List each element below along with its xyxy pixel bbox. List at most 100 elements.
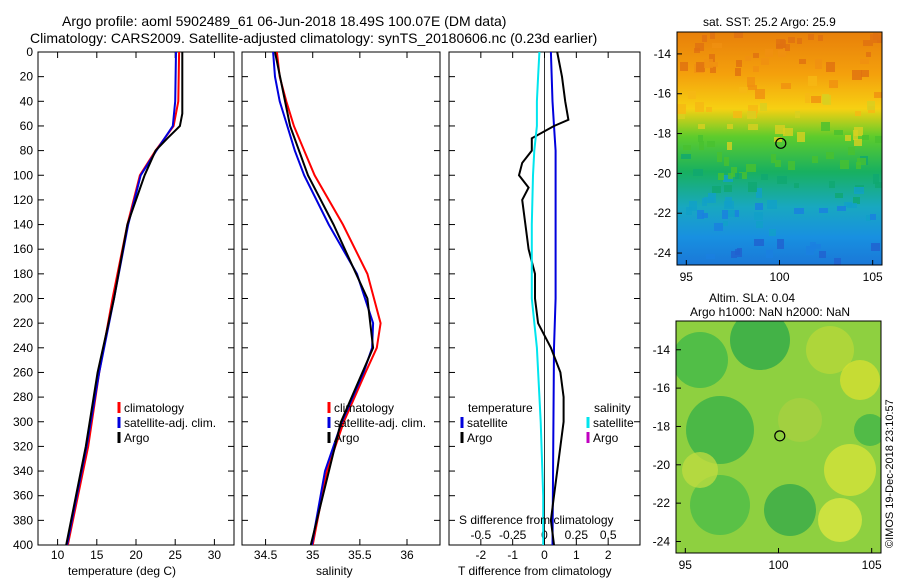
map-x-tick-label: 105 bbox=[862, 558, 882, 572]
sst-pixel bbox=[775, 160, 781, 167]
sst-pixel bbox=[736, 60, 742, 67]
sst-pixel bbox=[867, 101, 875, 110]
temperature-lines bbox=[65, 52, 184, 545]
sst-pixel bbox=[785, 44, 790, 51]
sst-pixel bbox=[853, 197, 860, 204]
sst-pixel bbox=[717, 152, 722, 162]
sst-pixel bbox=[754, 239, 764, 246]
map-x-tick-label: 100 bbox=[769, 270, 789, 284]
sst-pixel bbox=[753, 53, 759, 58]
series-line-t-satellite bbox=[549, 52, 557, 545]
sst-pixel bbox=[709, 54, 715, 62]
sst-pixel bbox=[856, 162, 861, 169]
depth-tick-label: 260 bbox=[13, 365, 33, 379]
map-x-tick-label: 100 bbox=[768, 558, 788, 572]
sst-pixel bbox=[734, 32, 743, 38]
series-line-s-satellite bbox=[530, 52, 545, 545]
sst-pixel bbox=[704, 59, 713, 68]
sst-pixel bbox=[755, 89, 765, 99]
sst-pixel bbox=[706, 107, 712, 112]
sst-pixel bbox=[709, 62, 718, 67]
temperature-x-ticks: 10 15 20 25 30 bbox=[51, 52, 221, 562]
sst-pixel bbox=[748, 124, 758, 130]
sst-pixel bbox=[866, 52, 871, 57]
legend-s-argo: Argo bbox=[593, 431, 619, 445]
sst-pixel bbox=[698, 124, 705, 129]
temperature-panel bbox=[37, 51, 235, 546]
sst-pixels bbox=[677, 32, 882, 265]
sst-pixel bbox=[863, 40, 873, 46]
sla-blob bbox=[824, 444, 876, 496]
difference-legend: temperature satellite Argo salinity sate… bbox=[460, 401, 634, 445]
sst-pixel bbox=[840, 160, 849, 169]
sst-pixel bbox=[728, 173, 733, 179]
sst-pixel bbox=[725, 197, 732, 207]
sst-pixel bbox=[826, 62, 835, 72]
sst-pixel bbox=[688, 91, 696, 99]
s-tick-label: 0.5 bbox=[600, 528, 617, 542]
sst-pixel bbox=[724, 157, 729, 166]
t-difference-x-label: T difference from climatology bbox=[458, 564, 612, 578]
series-line-satellite-adj-clim- bbox=[272, 52, 375, 545]
s-difference-x-label: S difference from climatology bbox=[459, 513, 614, 527]
depth-tick-label: 320 bbox=[13, 439, 33, 453]
sst-pixel bbox=[747, 77, 755, 87]
sst-pixel bbox=[761, 58, 769, 65]
s-tick-label: -0.5 bbox=[470, 528, 491, 542]
sst-pixel bbox=[870, 34, 878, 40]
map-y-tick-label: -16 bbox=[654, 87, 672, 101]
sla-blob bbox=[764, 484, 816, 536]
sst-pixel bbox=[712, 43, 722, 48]
sst-pixel bbox=[875, 136, 882, 143]
sst-pixel bbox=[766, 250, 773, 258]
x-tick-label: 25 bbox=[169, 548, 183, 562]
map-y-tick-label: -20 bbox=[653, 458, 671, 472]
sst-pixel bbox=[765, 49, 773, 57]
map-y-tick-label: -14 bbox=[654, 47, 672, 61]
series-line-climatology bbox=[275, 52, 382, 545]
sst-pixel bbox=[862, 135, 869, 140]
sst-pixel bbox=[718, 173, 724, 180]
sst-pixel bbox=[835, 193, 843, 198]
sst-pixel bbox=[724, 185, 732, 192]
legend-salinity-heading: salinity bbox=[594, 401, 631, 415]
sst-pixel bbox=[723, 221, 728, 226]
sst-pixel bbox=[853, 130, 858, 140]
sst-pixel bbox=[874, 92, 882, 98]
sla-blobs bbox=[676, 321, 881, 542]
sst-pixel bbox=[788, 37, 795, 43]
sst-pixel bbox=[776, 39, 785, 48]
sst-pixel bbox=[727, 210, 735, 217]
sst-pixel bbox=[870, 214, 876, 220]
sst-pixel bbox=[857, 158, 866, 165]
salinity-x-label: salinity bbox=[316, 564, 353, 578]
sst-pixel bbox=[805, 93, 810, 103]
depth-tick-label: 200 bbox=[13, 292, 33, 306]
sst-pixel bbox=[697, 210, 704, 219]
sst-pixel bbox=[848, 147, 855, 155]
sst-argo-marker bbox=[775, 137, 787, 149]
sst-pixel bbox=[756, 188, 762, 198]
sst-pixel bbox=[815, 59, 822, 69]
legend-temperature-heading: temperature bbox=[468, 401, 533, 415]
map-y-tick-label: -14 bbox=[653, 343, 671, 357]
sst-pixel bbox=[695, 43, 704, 51]
sla-blob bbox=[806, 326, 854, 374]
depth-tick-label: 300 bbox=[13, 415, 33, 429]
x-tick-label: 0 bbox=[541, 548, 548, 562]
sst-pixel bbox=[822, 94, 829, 104]
salinity-panel bbox=[241, 51, 441, 546]
sst-pixel bbox=[755, 203, 763, 210]
depth-tick-label: 0 bbox=[26, 45, 33, 59]
sst-pixel bbox=[854, 139, 862, 146]
sst-pixel bbox=[837, 206, 846, 211]
depth-tick-label: 20 bbox=[20, 70, 34, 84]
x-tick-label: 1 bbox=[573, 548, 580, 562]
x-tick-label: 35.5 bbox=[348, 548, 372, 562]
sla-map bbox=[676, 321, 881, 553]
title-line-2: Climatology: CARS2009. Satellite-adjuste… bbox=[30, 30, 597, 46]
sst-pixel bbox=[811, 96, 821, 103]
legend-argo: Argo bbox=[334, 431, 360, 445]
sst-pixel bbox=[694, 48, 700, 53]
